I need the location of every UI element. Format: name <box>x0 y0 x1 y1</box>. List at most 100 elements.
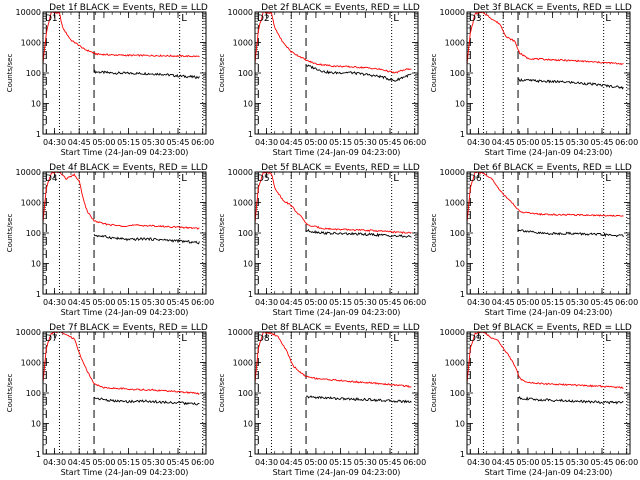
y-axis-label: Counts/sec <box>430 54 438 93</box>
x-tick-label: 05:15 <box>117 298 140 307</box>
x-axis-label: Start Time (24-Jan-09 04:23:00) <box>273 308 401 317</box>
y-tick-label: 1000 <box>445 359 465 368</box>
x-axis-label: Start Time (24-Jan-09 04:23:00) <box>61 148 189 157</box>
plot-frame <box>42 331 207 455</box>
y-axis-label: Counts/sec <box>6 54 14 93</box>
y-tick-label: 100 <box>450 69 465 78</box>
detector-label: D1 <box>45 14 58 24</box>
x-tick-label: 05:00 <box>304 298 327 307</box>
series-events <box>93 69 200 80</box>
x-tick-label: 05:45 <box>378 458 401 467</box>
panel-title: Det 3f BLACK = Events, RED = LLD <box>473 3 632 13</box>
x-tick-label: 04:30 <box>255 298 278 307</box>
x-tick-label: 05:30 <box>354 138 377 147</box>
y-tick-label: 10000 <box>16 8 41 17</box>
panel-title: Det 6f BLACK = Events, RED = LLD <box>473 163 632 173</box>
y-tick-label: 10000 <box>228 8 253 17</box>
panel-title: Det 9f BLACK = Events, RED = LLD <box>473 323 632 333</box>
y-tick-label: 10 <box>31 100 41 109</box>
y-tick-label: 1 <box>248 450 253 459</box>
plot-area <box>255 172 412 238</box>
y-tick-label: 100 <box>26 69 41 78</box>
panel-title: Det 8f BLACK = Events, RED = LLD <box>261 323 420 333</box>
panel-title: Det 7f BLACK = Events, RED = LLD <box>49 323 208 333</box>
marker-label: L <box>181 333 187 344</box>
plot-area <box>43 172 200 245</box>
x-tick-label: 04:30 <box>467 458 490 467</box>
y-tick-label: 100 <box>238 389 253 398</box>
y-tick-label: 10 <box>31 260 41 269</box>
y-axis-label: Counts/sec <box>6 374 14 413</box>
y-axis-label: Counts/sec <box>218 214 226 253</box>
series-lld <box>255 12 412 74</box>
x-tick-label: 06:00 <box>403 298 426 307</box>
x-tick-label: 05:15 <box>329 138 352 147</box>
x-tick-label: 04:45 <box>492 138 515 147</box>
marker-label: L <box>393 13 399 24</box>
marker-label: L <box>181 173 187 184</box>
x-tick-label: 06:00 <box>191 298 214 307</box>
panel-title: Det 5f BLACK = Events, RED = LLD <box>261 163 420 173</box>
y-axis-label: Counts/sec <box>218 374 226 413</box>
x-axis-label: Start Time (24-Jan-09 04:23:00) <box>61 308 189 317</box>
x-tick-label: 04:45 <box>68 138 91 147</box>
x-tick-label: 04:30 <box>255 138 278 147</box>
y-tick-label: 1000 <box>445 39 465 48</box>
y-tick-label: 1 <box>36 450 41 459</box>
y-tick-label: 10 <box>455 260 465 269</box>
y-tick-label: 100 <box>450 229 465 238</box>
detector-label: D3 <box>469 14 482 24</box>
plot-area <box>255 12 412 82</box>
x-tick-label: 06:00 <box>191 458 214 467</box>
x-tick-label: 05:45 <box>166 138 189 147</box>
detector-label: D4 <box>45 174 58 184</box>
y-axis-label: Counts/sec <box>430 374 438 413</box>
x-tick-label: 06:00 <box>615 138 638 147</box>
y-tick-label: 1 <box>248 290 253 299</box>
x-tick-label: 05:30 <box>354 298 377 307</box>
panel-det-7: Det 7f BLACK = Events, RED = LLD 1 10 100 10… <box>6 323 214 477</box>
y-tick-label: 1 <box>460 130 465 139</box>
plot-frame <box>42 11 207 135</box>
x-tick-label: 05:30 <box>142 138 165 147</box>
x-tick-label: 05:00 <box>304 458 327 467</box>
detector-label: D9 <box>469 334 482 344</box>
x-tick-label: 06:00 <box>403 138 426 147</box>
x-tick-label: 04:30 <box>255 458 278 467</box>
marker-label: L <box>393 173 399 184</box>
y-axis-label: Counts/sec <box>430 214 438 253</box>
x-axis-label: Start Time (24-Jan-09 04:23:00) <box>485 308 613 317</box>
x-axis-label: Start Time (24-Jan-09 04:23:00) <box>485 468 613 477</box>
x-axis-label: Start Time (24-Jan-09 04:23:00) <box>61 468 189 477</box>
x-tick-label: 04:45 <box>280 298 303 307</box>
y-tick-label: 100 <box>26 389 41 398</box>
y-tick-label: 1000 <box>21 359 41 368</box>
series-events <box>517 228 624 238</box>
plot-area <box>43 332 200 406</box>
y-tick-label: 10000 <box>228 328 253 337</box>
marker-label: L <box>605 13 611 24</box>
x-tick-label: 05:30 <box>142 458 165 467</box>
series-events <box>517 78 624 90</box>
y-tick-label: 10 <box>455 100 465 109</box>
panel-det-1: Det 1f BLACK = Events, RED = LLD 1 10 100 10… <box>6 3 214 157</box>
series-lld <box>43 172 200 230</box>
y-tick-label: 10000 <box>440 328 465 337</box>
x-tick-label: 05:15 <box>541 458 564 467</box>
y-tick-label: 10 <box>455 420 465 429</box>
marker-label: L <box>181 13 187 24</box>
plot-frame <box>466 331 631 455</box>
panel-det-6: Det 6f BLACK = Events, RED = LLD 1 10 100 10… <box>430 163 638 317</box>
x-tick-label: 06:00 <box>615 298 638 307</box>
x-tick-label: 04:45 <box>68 458 91 467</box>
x-tick-label: 04:30 <box>43 458 66 467</box>
x-tick-label: 05:15 <box>541 138 564 147</box>
y-tick-label: 1 <box>460 450 465 459</box>
series-lld <box>467 332 624 389</box>
x-tick-label: 05:30 <box>566 138 589 147</box>
y-tick-label: 10 <box>31 420 41 429</box>
y-tick-label: 10000 <box>16 328 41 337</box>
x-tick-label: 04:30 <box>43 138 66 147</box>
marker-label: L <box>605 333 611 344</box>
